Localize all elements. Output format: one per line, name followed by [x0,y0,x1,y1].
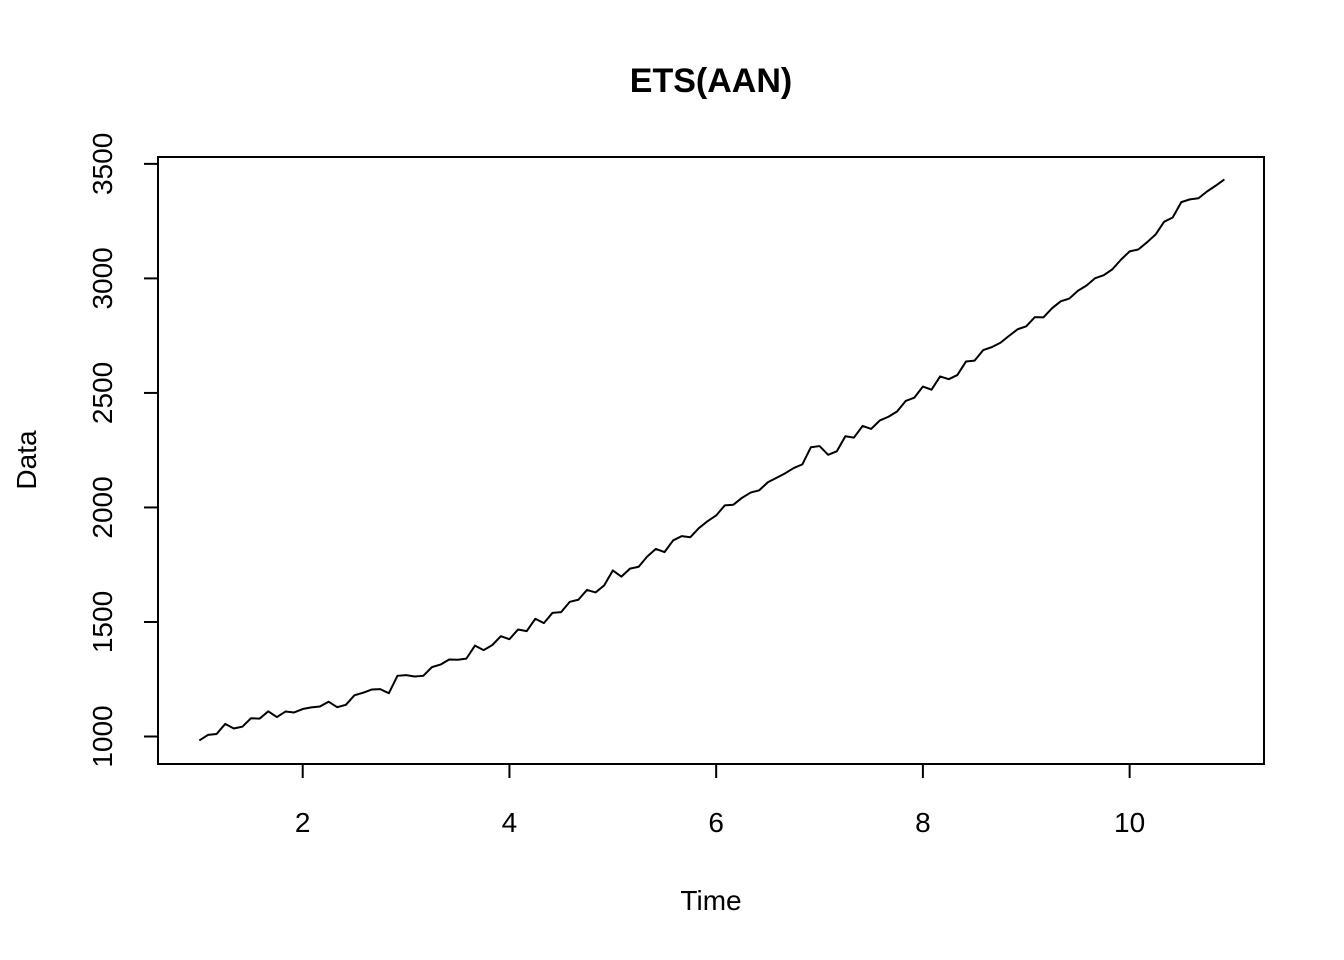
y-tick-label: 2000 [87,476,118,538]
x-tick-label: 8 [915,807,931,838]
x-axis: 2 4 6 8 10 [295,763,1145,838]
y-tick-label: 2500 [87,362,118,424]
y-tick-label: 1000 [87,705,118,767]
x-tick-label: 6 [708,807,724,838]
y-tick-label: 3000 [87,247,118,309]
y-tick-label: 3500 [87,133,118,195]
y-axis: 1000 1500 2000 2500 3000 3500 [87,133,159,768]
y-tick-label: 1500 [87,591,118,653]
y-axis-label: Data [11,430,42,490]
plot-frame [157,156,1265,765]
chart-title: ETS(AAN) [630,62,792,100]
x-axis-label: Time [680,885,741,916]
series-line [198,178,1225,742]
x-tick-label: 2 [295,807,311,838]
x-tick-label: 10 [1114,807,1145,838]
series-layer [198,178,1225,742]
x-tick-label: 4 [502,807,518,838]
